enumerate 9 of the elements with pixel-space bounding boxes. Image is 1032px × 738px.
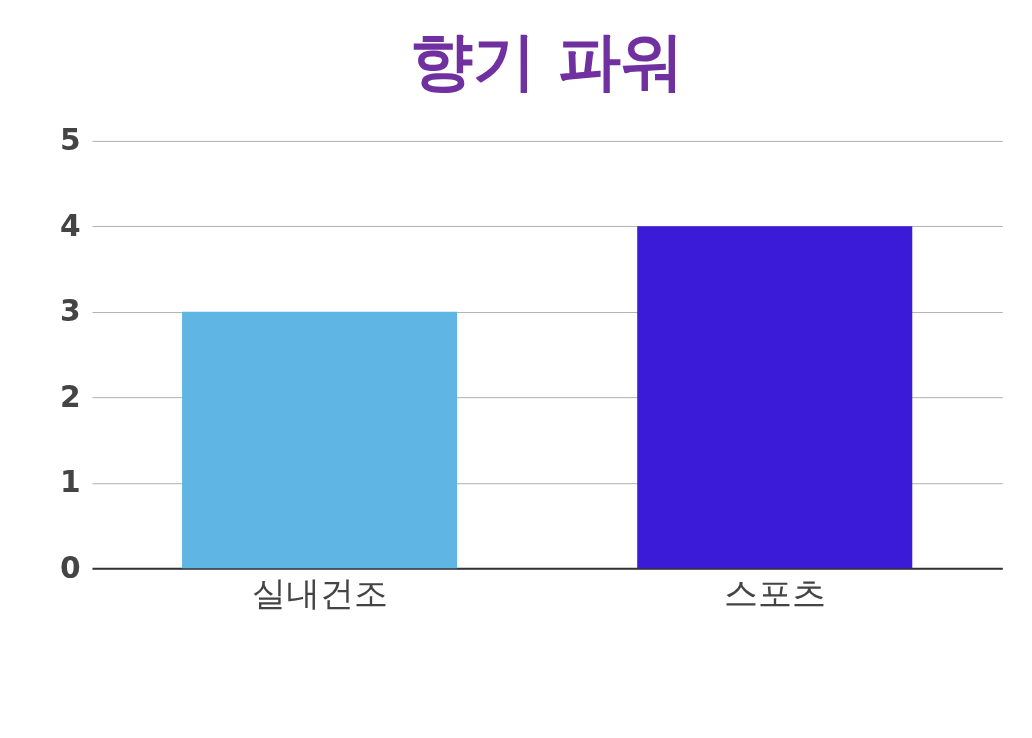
- x-tick-label: 실내건조: [251, 574, 388, 614]
- y-tick-label: 4: [59, 207, 81, 243]
- chart-title: 향기 파워: [410, 24, 685, 99]
- y-tick-label: 1: [59, 464, 81, 500]
- y-tick-label: 5: [59, 122, 81, 158]
- y-tick-label: 3: [59, 293, 81, 329]
- y-tick-label: 2: [59, 378, 81, 414]
- y-tick-label: 0: [59, 549, 81, 585]
- x-tick-label: 스포츠: [723, 574, 826, 614]
